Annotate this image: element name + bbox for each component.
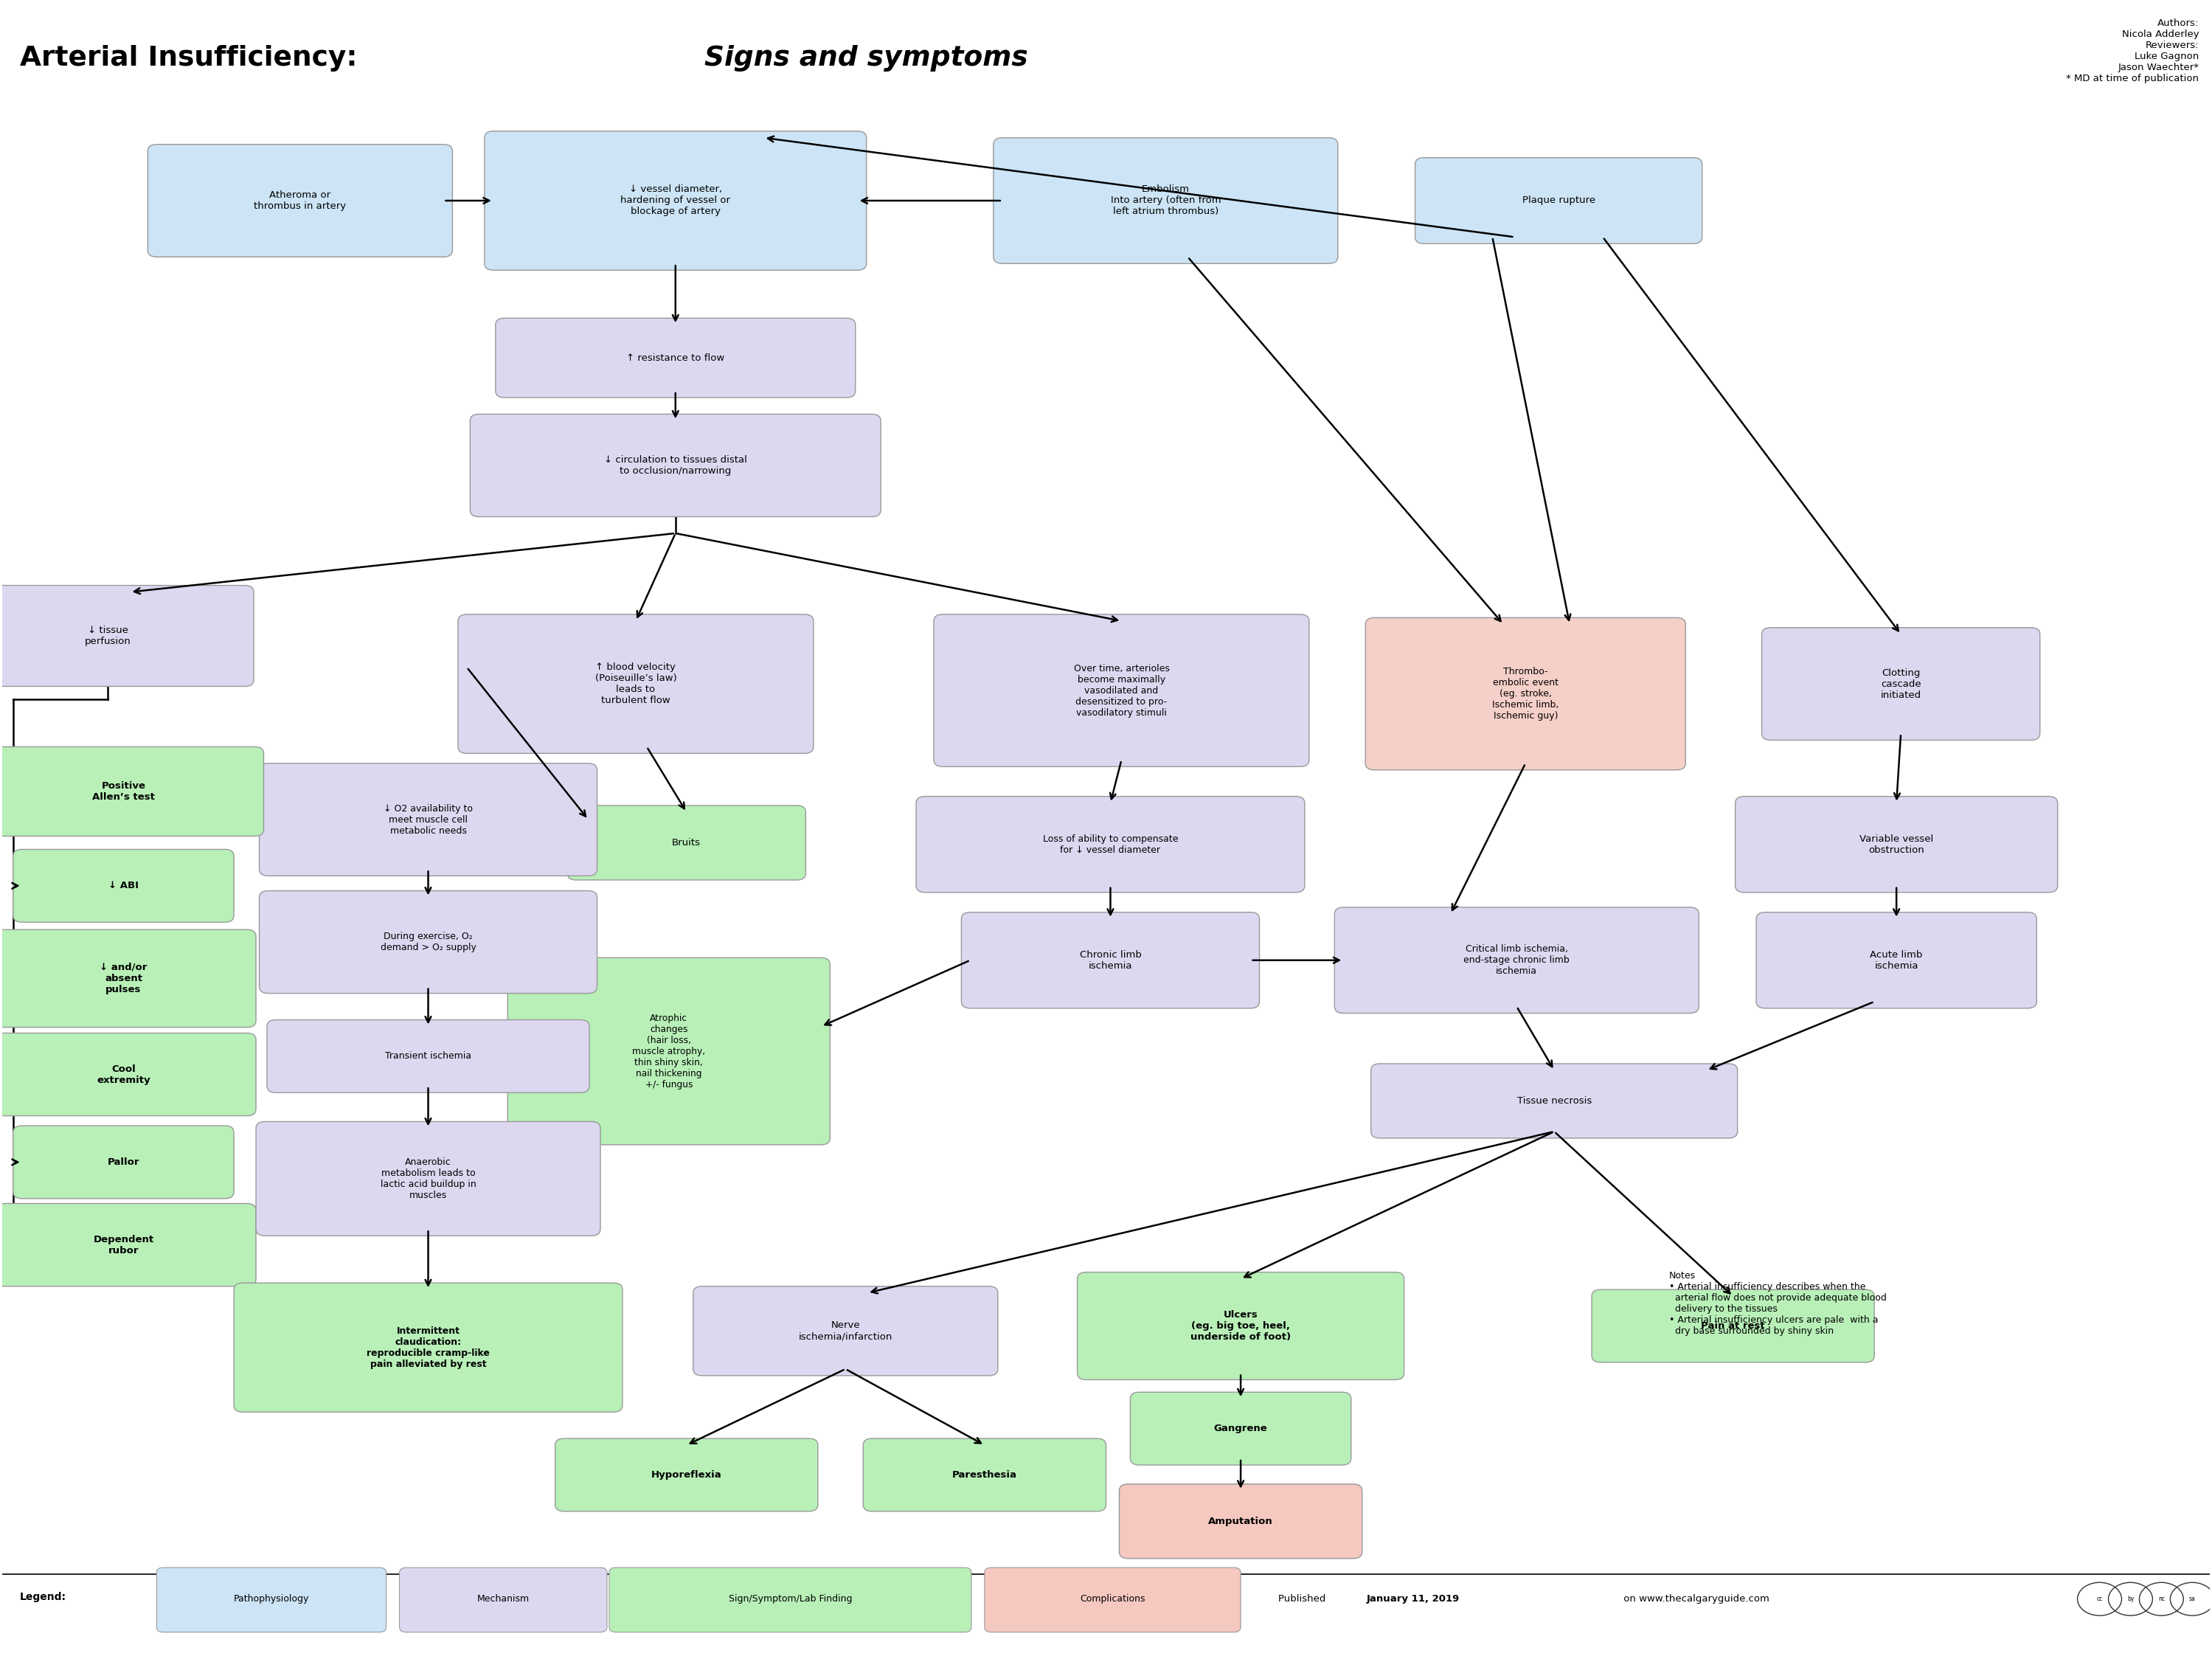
FancyBboxPatch shape: [566, 806, 805, 879]
Text: Dependent
rubor: Dependent rubor: [93, 1234, 155, 1256]
FancyBboxPatch shape: [471, 415, 880, 516]
FancyBboxPatch shape: [1334, 907, 1699, 1014]
FancyBboxPatch shape: [259, 763, 597, 876]
Text: Bruits: Bruits: [672, 838, 701, 848]
FancyBboxPatch shape: [0, 1034, 257, 1117]
FancyBboxPatch shape: [1593, 1289, 1874, 1362]
Text: Signs and symptoms: Signs and symptoms: [703, 45, 1029, 71]
Text: ↓ and/or
absent
pulses: ↓ and/or absent pulses: [100, 962, 148, 994]
Text: Anaerobic
metabolism leads to
lactic acid buildup in
muscles: Anaerobic metabolism leads to lactic aci…: [380, 1158, 476, 1199]
Text: During exercise, O₂
demand > O₂ supply: During exercise, O₂ demand > O₂ supply: [380, 932, 476, 952]
Text: ↓ ABI: ↓ ABI: [108, 881, 139, 891]
Text: Arterial Insufficiency:: Arterial Insufficiency:: [20, 45, 367, 71]
Text: Atrophic
changes
(hair loss,
muscle atrophy,
thin shiny skin,
nail thickening
+/: Atrophic changes (hair loss, muscle atro…: [633, 1014, 706, 1090]
FancyBboxPatch shape: [257, 1121, 599, 1236]
Text: ↑ blood velocity
(Poiseuille’s law)
leads to
turbulent flow: ↑ blood velocity (Poiseuille’s law) lead…: [595, 662, 677, 705]
FancyBboxPatch shape: [962, 912, 1259, 1009]
Text: Pain at rest: Pain at rest: [1701, 1321, 1765, 1331]
Text: Mechanism: Mechanism: [478, 1594, 529, 1604]
Text: by: by: [2128, 1596, 2135, 1603]
FancyBboxPatch shape: [259, 891, 597, 994]
Text: Plaque rupture: Plaque rupture: [1522, 196, 1595, 206]
Text: Clotting
cascade
initiated: Clotting cascade initiated: [1880, 669, 1922, 700]
FancyBboxPatch shape: [1371, 1063, 1736, 1138]
FancyBboxPatch shape: [933, 614, 1310, 766]
FancyBboxPatch shape: [993, 138, 1338, 264]
FancyBboxPatch shape: [234, 1282, 622, 1412]
Text: Paresthesia: Paresthesia: [951, 1470, 1018, 1480]
Text: Loss of ability to compensate
for ↓ vessel diameter: Loss of ability to compensate for ↓ vess…: [1042, 834, 1179, 854]
FancyBboxPatch shape: [509, 957, 830, 1145]
FancyBboxPatch shape: [1416, 158, 1701, 244]
Text: on www.thecalgaryguide.com: on www.thecalgaryguide.com: [1621, 1594, 1770, 1604]
FancyBboxPatch shape: [692, 1286, 998, 1375]
FancyBboxPatch shape: [0, 929, 257, 1027]
Text: Critical limb ischemia,
end-stage chronic limb
ischemia: Critical limb ischemia, end-stage chroni…: [1464, 944, 1571, 975]
Text: Over time, arterioles
become maximally
vasodilated and
desensitized to pro-
vaso: Over time, arterioles become maximally v…: [1073, 664, 1170, 717]
Text: ↓ vessel diameter,
hardening of vessel or
blockage of artery: ↓ vessel diameter, hardening of vessel o…: [622, 184, 730, 216]
Text: cc: cc: [2097, 1596, 2104, 1603]
FancyBboxPatch shape: [863, 1438, 1106, 1511]
FancyBboxPatch shape: [13, 1126, 234, 1198]
FancyBboxPatch shape: [268, 1020, 588, 1093]
Text: ↑ resistance to flow: ↑ resistance to flow: [626, 353, 726, 363]
Text: nc: nc: [2159, 1596, 2166, 1603]
Text: Complications: Complications: [1079, 1594, 1146, 1604]
Text: Notes
• Arterial insufficiency describes when the
  arterial flow does not provi: Notes • Arterial insufficiency describes…: [1670, 1271, 1887, 1335]
Text: Ulcers
(eg. big toe, heel,
underside of foot): Ulcers (eg. big toe, heel, underside of …: [1190, 1311, 1292, 1342]
FancyBboxPatch shape: [495, 319, 856, 398]
Text: Pallor: Pallor: [108, 1158, 139, 1166]
Text: Transient ischemia: Transient ischemia: [385, 1052, 471, 1062]
FancyBboxPatch shape: [458, 614, 814, 753]
Text: ↓ O2 availability to
meet muscle cell
metabolic needs: ↓ O2 availability to meet muscle cell me…: [383, 803, 473, 836]
Text: Pathophysiology: Pathophysiology: [234, 1594, 310, 1604]
FancyBboxPatch shape: [148, 144, 453, 257]
Text: Sign/Symptom/Lab Finding: Sign/Symptom/Lab Finding: [728, 1594, 852, 1604]
FancyBboxPatch shape: [1761, 627, 2039, 740]
FancyBboxPatch shape: [1734, 796, 2057, 893]
Text: ↓ circulation to tissues distal
to occlusion/narrowing: ↓ circulation to tissues distal to occlu…: [604, 455, 748, 476]
Text: Cool
extremity: Cool extremity: [97, 1063, 150, 1085]
FancyBboxPatch shape: [484, 131, 867, 270]
Text: sa: sa: [2190, 1596, 2197, 1603]
Text: Variable vessel
obstruction: Variable vessel obstruction: [1860, 834, 1933, 854]
Text: Tissue necrosis: Tissue necrosis: [1517, 1097, 1593, 1105]
Text: Acute limb
ischemia: Acute limb ischemia: [1869, 951, 1922, 971]
Text: Embolism
Into artery (often from
left atrium thrombus): Embolism Into artery (often from left at…: [1110, 184, 1221, 216]
Text: Authors:
Nicola Adderley
Reviewers:
Luke Gagnon
Jason Waechter*
* MD at time of : Authors: Nicola Adderley Reviewers: Luke…: [2066, 18, 2199, 83]
FancyBboxPatch shape: [13, 849, 234, 922]
FancyBboxPatch shape: [1756, 912, 2037, 1009]
Text: Hyporeflexia: Hyporeflexia: [650, 1470, 721, 1480]
Text: Nerve
ischemia/infarction: Nerve ischemia/infarction: [799, 1321, 891, 1340]
FancyBboxPatch shape: [0, 586, 254, 687]
FancyBboxPatch shape: [608, 1568, 971, 1632]
FancyBboxPatch shape: [400, 1568, 606, 1632]
FancyBboxPatch shape: [984, 1568, 1241, 1632]
FancyBboxPatch shape: [0, 1203, 257, 1286]
Text: Gangrene: Gangrene: [1214, 1423, 1267, 1433]
Text: Chronic limb
ischemia: Chronic limb ischemia: [1079, 951, 1141, 971]
Text: Published: Published: [1279, 1594, 1329, 1604]
FancyBboxPatch shape: [157, 1568, 387, 1632]
FancyBboxPatch shape: [1130, 1392, 1352, 1465]
Text: Amputation: Amputation: [1208, 1516, 1274, 1526]
Text: Positive
Allen’s test: Positive Allen’s test: [93, 781, 155, 801]
Text: Thrombo-
embolic event
(eg. stroke,
Ischemic limb,
Ischemic guy): Thrombo- embolic event (eg. stroke, Isch…: [1493, 667, 1559, 720]
FancyBboxPatch shape: [0, 747, 263, 836]
Text: January 11, 2019: January 11, 2019: [1367, 1594, 1460, 1604]
FancyBboxPatch shape: [555, 1438, 818, 1511]
Text: Atheroma or
thrombus in artery: Atheroma or thrombus in artery: [254, 191, 347, 211]
Text: Intermittent
claudication:
reproducible cramp-like
pain alleviated by rest: Intermittent claudication: reproducible …: [367, 1326, 489, 1369]
FancyBboxPatch shape: [1365, 617, 1686, 770]
FancyBboxPatch shape: [1119, 1485, 1363, 1558]
Text: Legend:: Legend:: [20, 1593, 66, 1603]
FancyBboxPatch shape: [916, 796, 1305, 893]
FancyBboxPatch shape: [1077, 1272, 1405, 1380]
Text: ↓ tissue
perfusion: ↓ tissue perfusion: [84, 625, 131, 647]
